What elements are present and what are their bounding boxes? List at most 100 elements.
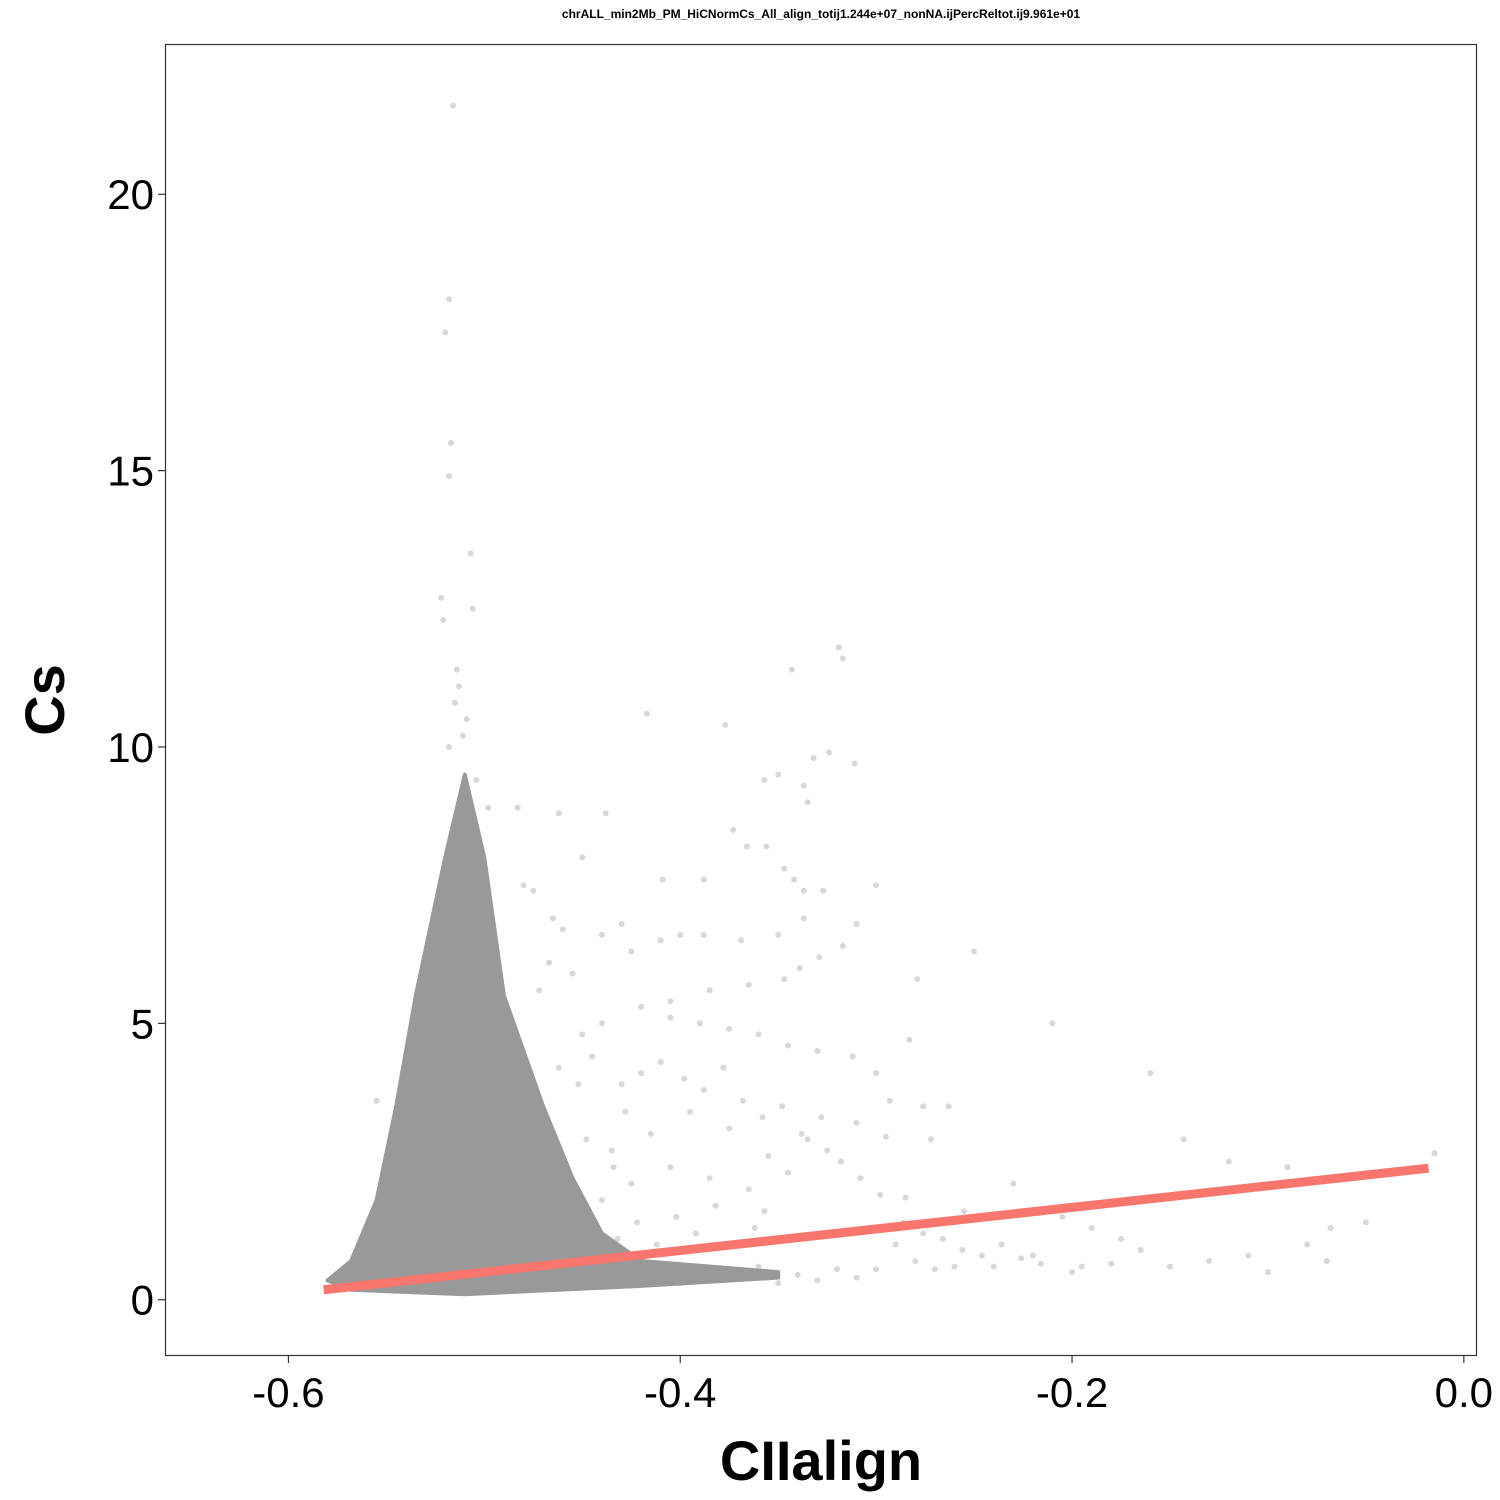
data-point <box>873 882 880 889</box>
data-point <box>816 954 823 960</box>
data-point <box>634 1219 641 1226</box>
data-point <box>810 755 817 761</box>
data-point <box>667 1164 674 1171</box>
data-point <box>638 1070 645 1077</box>
data-point <box>677 931 684 938</box>
data-point <box>1206 1258 1213 1264</box>
x-axis: -0.6 -0.4 -0.2 0.0 <box>252 1355 1493 1416</box>
data-point <box>779 1103 786 1110</box>
data-point <box>608 1147 615 1154</box>
data-point <box>788 666 795 673</box>
data-point <box>853 920 860 927</box>
data-point <box>598 1020 605 1027</box>
data-point <box>383 1153 390 1159</box>
data-point <box>463 716 470 723</box>
y-axis: 0 5 10 15 20 <box>107 171 166 1324</box>
data-point <box>692 1230 699 1237</box>
data-point <box>906 1036 913 1043</box>
data-point <box>614 1235 621 1242</box>
data-point <box>440 616 447 623</box>
data-point <box>800 887 807 894</box>
data-point <box>886 1097 893 1104</box>
data-point <box>1018 1255 1025 1262</box>
data-point <box>853 1119 860 1126</box>
data-point <box>653 1241 660 1248</box>
data-point <box>696 1271 703 1278</box>
data-point <box>569 970 576 977</box>
data-point <box>681 1075 688 1082</box>
data-point <box>814 1048 821 1054</box>
data-point <box>598 931 605 938</box>
data-point <box>804 1136 811 1143</box>
data-point <box>555 810 562 817</box>
data-point <box>761 1208 768 1215</box>
data-point <box>722 721 729 728</box>
data-point <box>595 1224 601 1231</box>
data-point <box>745 981 752 988</box>
data-point <box>1323 1258 1330 1264</box>
data-point <box>667 998 674 1005</box>
data-point <box>826 749 833 756</box>
data-point <box>628 948 635 955</box>
data-point <box>622 1108 629 1115</box>
data-point <box>818 1114 825 1121</box>
data-point <box>687 1108 693 1115</box>
data-point <box>598 1197 605 1204</box>
data-point <box>700 931 707 938</box>
data-point <box>839 943 846 949</box>
data-point <box>555 1064 562 1071</box>
x-axis-label: CIIalign <box>720 1429 922 1492</box>
data-point <box>751 1224 758 1231</box>
data-point <box>978 1252 985 1259</box>
data-point <box>877 1191 884 1198</box>
data-point <box>814 1277 821 1284</box>
data-point <box>1147 1070 1154 1077</box>
data-point <box>738 937 744 944</box>
data-point <box>726 1125 733 1132</box>
data-point <box>849 1053 856 1060</box>
data-point <box>1010 1180 1017 1187</box>
data-point <box>628 1180 635 1187</box>
data-point <box>716 1277 723 1284</box>
data-point <box>700 876 707 883</box>
data-point <box>745 1186 752 1193</box>
data-point <box>1029 1252 1036 1259</box>
data-point <box>446 296 453 303</box>
data-point <box>706 987 713 994</box>
data-point <box>990 1263 997 1270</box>
data-point <box>455 683 462 690</box>
chart-title: chrALL_min2Mb_PM_HiCNormCs_All_align_tot… <box>562 7 1081 21</box>
data-point <box>834 1266 840 1273</box>
data-point <box>920 1230 927 1237</box>
data-point <box>657 937 664 944</box>
data-point <box>579 854 586 861</box>
data-point <box>610 1164 617 1171</box>
data-point <box>945 1103 952 1110</box>
data-point <box>589 1053 596 1060</box>
data-point <box>755 1263 762 1270</box>
data-point <box>1225 1158 1232 1165</box>
data-point <box>450 102 456 109</box>
data-point <box>739 1097 746 1104</box>
data-point <box>1265 1269 1271 1276</box>
data-point <box>575 1081 582 1088</box>
data-point <box>706 1175 713 1182</box>
data-point <box>643 710 650 717</box>
data-point <box>971 948 978 955</box>
data-point <box>781 865 788 872</box>
data-point <box>448 440 454 446</box>
data-point <box>851 760 858 767</box>
y-axis-label: Cs <box>13 664 76 736</box>
data-point <box>473 777 480 784</box>
data-point <box>696 1020 703 1027</box>
data-point <box>755 1031 762 1038</box>
data-point <box>824 1147 831 1154</box>
x-tick-label: -0.4 <box>644 1369 716 1416</box>
data-point <box>1059 1213 1066 1220</box>
data-point <box>798 1130 805 1137</box>
data-point <box>775 771 782 778</box>
data-point <box>736 1269 742 1276</box>
data-point <box>583 1136 590 1143</box>
data-point <box>1180 1136 1187 1143</box>
data-point <box>959 1247 966 1253</box>
